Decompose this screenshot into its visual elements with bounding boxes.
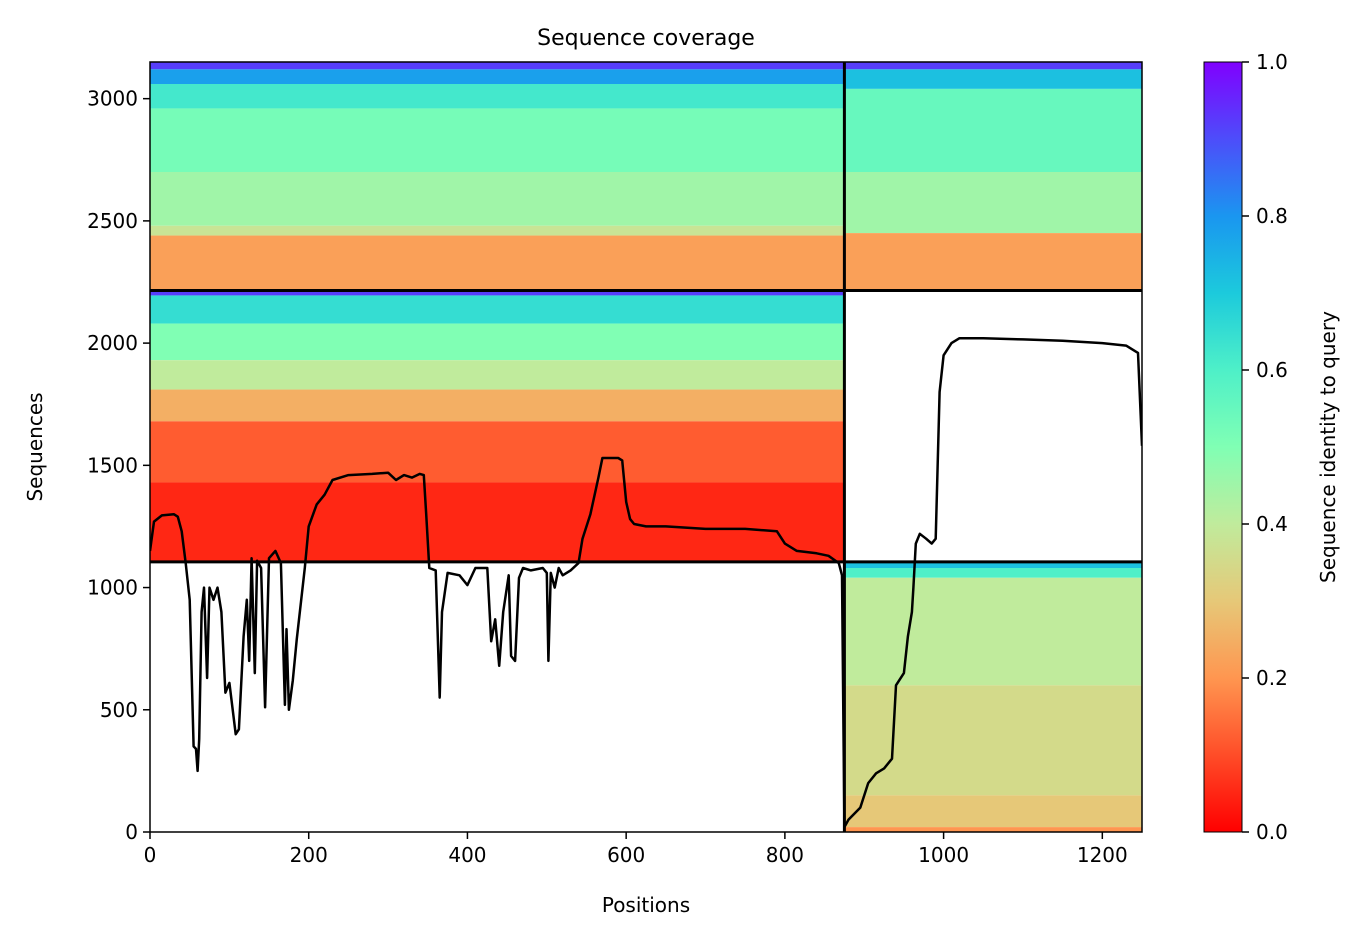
y-tick-label: 3000 [87,87,138,111]
identity-band [150,225,845,236]
identity-band [150,84,845,109]
coverage-line [150,336,1142,829]
identity-band [150,235,845,291]
coverage-block [844,561,1142,832]
x-tick-label: 0 [144,843,157,867]
identity-band [844,69,1142,89]
x-tick-label: 400 [448,843,486,867]
colorbar-label: Sequence identity to query [1316,311,1340,583]
x-axis-label: Positions [602,893,690,917]
identity-band [844,561,1142,568]
y-tick-label: 0 [125,820,138,844]
identity-band [150,62,845,70]
y-axis-label: Sequences [23,392,47,501]
identity-band [150,172,845,226]
y-tick-label: 1500 [87,453,138,477]
colorbar-axis: 0.0 0.2 0.4 0.6 0.8 1.0 [1242,50,1288,844]
identity-band [150,108,845,172]
colorbar-tick-label: 0.4 [1256,512,1288,536]
coverage-heatmap [150,62,1142,832]
identity-band [844,88,1142,172]
colorbar-tick-label: 0.2 [1256,666,1288,690]
x-tick-label: 1000 [918,843,969,867]
identity-band [150,323,845,361]
y-tick-label: 500 [100,698,138,722]
x-tick-label: 1200 [1077,843,1128,867]
chart-title: Sequence coverage [537,26,755,51]
identity-band [150,69,845,84]
identity-band [844,172,1142,234]
identity-band [844,568,1142,578]
identity-band [844,827,1142,832]
coverage-block [844,62,1142,291]
identity-band [150,360,845,390]
identity-band [844,795,1142,828]
identity-band [844,233,1142,291]
identity-band [844,62,1142,70]
identity-band [150,295,845,324]
coverage-line-layer [150,336,1142,829]
coverage-block [150,290,845,562]
identity-band [150,421,845,483]
colorbar-tick-label: 1.0 [1256,50,1288,74]
plot-frame [149,61,1143,833]
y-tick-label: 2500 [87,209,138,233]
coverage-block [150,62,845,291]
x-tick-label: 200 [290,843,328,867]
colorbar-tick-label: 0.8 [1256,204,1288,228]
x-tick-label: 800 [766,843,804,867]
y-tick-label: 1000 [87,576,138,600]
y-axis: 0 500 1000 1500 2000 2500 3000 [87,87,150,844]
colorbar [1203,61,1243,833]
x-axis: 0 200 400 600 800 1000 1200 [144,832,1128,867]
y-tick-label: 2000 [87,331,138,355]
x-tick-label: 600 [607,843,645,867]
identity-band [150,482,845,562]
colorbar-tick-label: 0.6 [1256,358,1288,382]
identity-band [844,685,1142,796]
colorbar-tick-label: 0.0 [1256,820,1288,844]
identity-band [150,290,845,296]
identity-band [844,577,1142,686]
identity-band [150,389,845,422]
